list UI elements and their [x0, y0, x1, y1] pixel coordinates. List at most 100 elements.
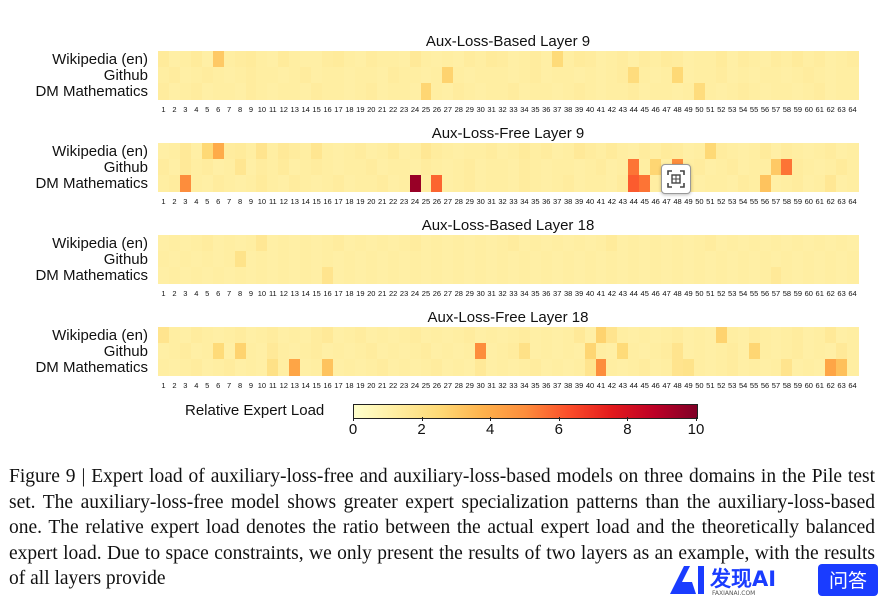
heatmap-cell: [365, 143, 378, 160]
heatmap-cell: [158, 143, 170, 160]
panel-title: Aux-Loss-Based Layer 18: [421, 217, 595, 234]
heatmap-cell: [322, 267, 334, 284]
heatmap-cell: [201, 327, 214, 344]
heatmap-cell: [300, 159, 312, 176]
heatmap-cell: [311, 267, 323, 284]
expert-id-tick: 54: [738, 105, 748, 114]
expert-id-tick: 37: [553, 381, 562, 390]
heatmap-cell: [168, 235, 181, 252]
heatmap-cell: [639, 67, 651, 84]
heatmap-cell: [420, 67, 432, 84]
row-label-dm-mathematics: DM Mathematics: [35, 359, 148, 376]
heatmap-cell: [409, 251, 421, 268]
heatmap-cell: [398, 83, 411, 100]
heatmap-cell: [508, 267, 520, 284]
heatmap-cell: [300, 327, 312, 344]
heatmap-cell: [245, 51, 257, 68]
heatmap-cell: [715, 235, 728, 252]
heatmap-cell: [573, 359, 586, 376]
heatmap-cell: [606, 159, 618, 176]
heatmap-cell: [606, 175, 618, 192]
heatmap-cell: [333, 175, 345, 192]
expert-id-tick: 8: [237, 289, 243, 298]
heatmap-cell: [748, 67, 761, 84]
heatmap-cell: [201, 343, 214, 360]
heatmap-cell: [497, 159, 509, 176]
heatmap-cell: [354, 327, 367, 344]
expert-id-tick: 19: [356, 381, 365, 390]
heatmap-cell: [792, 67, 804, 84]
heatmap-cell: [573, 235, 586, 252]
expert-id-tick: 63: [837, 197, 846, 206]
site-watermark[interactable]: 发现AI FAXIANAI.COM 问答: [668, 562, 882, 598]
heatmap-cell: [223, 343, 236, 360]
heatmap-cell: [179, 159, 192, 176]
expand-image-icon[interactable]: [661, 164, 691, 194]
heatmap-cell: [168, 359, 181, 376]
heatmap-cell: [847, 51, 859, 68]
heatmap-cell: [497, 51, 509, 68]
heatmap-cell: [508, 359, 520, 376]
heatmap-cell: [704, 235, 717, 252]
heatmap-cell: [475, 67, 487, 84]
heatmap-cell: [245, 327, 257, 344]
heatmap-cell: [376, 235, 389, 252]
expert-id-tick: 19: [356, 289, 365, 298]
heatmap-cell: [464, 51, 476, 68]
heatmap-cell: [442, 67, 454, 84]
row-label-dm-mathematics: DM Mathematics: [35, 175, 148, 192]
heatmap-cell: [508, 159, 520, 176]
heatmap-cell: [234, 235, 246, 252]
heatmap-cell: [475, 235, 487, 252]
heatmap-cell: [672, 359, 684, 376]
heatmap-cell: [508, 235, 520, 252]
expert-id-tick: 46: [651, 105, 660, 114]
heatmap-cell: [518, 159, 531, 176]
heatmap-cell: [551, 343, 564, 360]
heatmap-cell: [311, 83, 323, 100]
heatmap-cell: [683, 327, 695, 344]
expert-id-tick: 34: [520, 289, 529, 298]
expert-id-tick: 18: [345, 197, 354, 206]
heatmap-cell: [792, 159, 804, 176]
heatmap-cell: [464, 327, 476, 344]
heatmap-cell: [278, 235, 290, 252]
expert-id-tick: 1: [161, 105, 166, 114]
heatmap-cell: [234, 359, 246, 376]
heatmap-cell: [256, 251, 268, 268]
heatmap-cell: [693, 143, 706, 160]
expert-id-tick: 6: [216, 105, 221, 114]
heatmap-cell: [420, 327, 432, 344]
heatmap-cell: [584, 51, 596, 68]
heatmap-cell: [387, 175, 400, 192]
heatmap-cell: [179, 175, 192, 192]
heatmap-cell: [311, 251, 323, 268]
heatmap-cell: [212, 235, 225, 252]
heatmap-cell: [683, 143, 695, 160]
heatmap-cell: [245, 83, 257, 100]
heatmap-cell: [770, 343, 782, 360]
heatmap-cell: [617, 51, 629, 68]
heatmap-cell: [628, 67, 640, 84]
expert-id-tick: 27: [443, 381, 453, 390]
heatmap-cell: [289, 83, 301, 100]
heatmap-cell: [508, 83, 520, 100]
heatmap-cell: [770, 67, 782, 84]
heatmap-cell: [289, 67, 301, 84]
heatmap-cell: [661, 359, 673, 376]
heatmap-cell: [693, 235, 706, 252]
expert-id-tick: 21: [378, 105, 387, 114]
heatmap-cell: [201, 251, 214, 268]
heatmap-cell: [398, 267, 411, 284]
heatmap-cell: [179, 359, 192, 376]
expert-id-tick: 63: [837, 289, 846, 298]
heatmap-cell: [497, 67, 509, 84]
heatmap-cell: [825, 327, 837, 344]
row-label-github: Github: [103, 251, 148, 268]
heatmap-cell: [311, 175, 323, 192]
expert-id-tick: 54: [738, 289, 748, 298]
expert-id-tick: 47: [662, 381, 671, 390]
heatmap-cell: [573, 83, 586, 100]
heatmap-cell: [234, 143, 246, 160]
heatmap-cell: [431, 235, 443, 252]
